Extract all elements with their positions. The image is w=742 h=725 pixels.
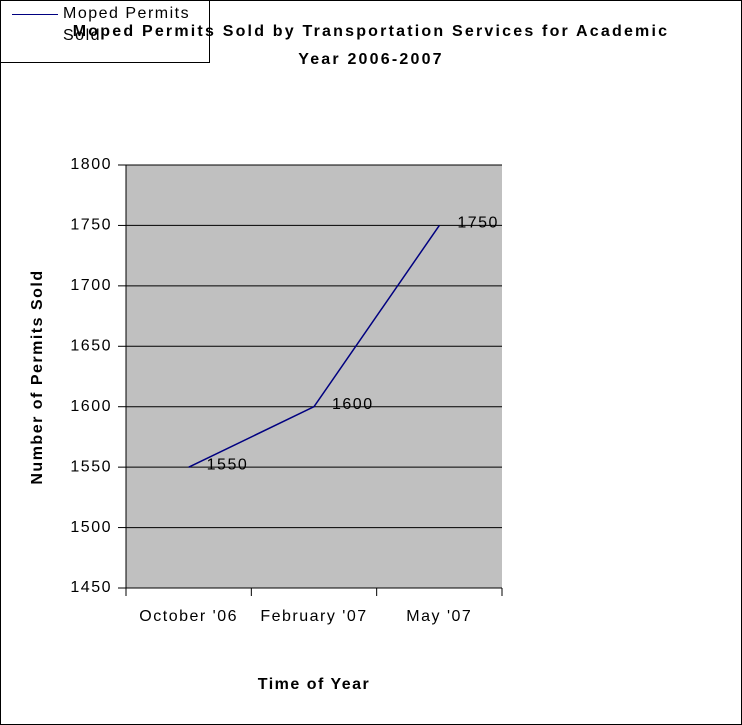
data-label: 1750 [457,215,499,232]
y-tick-label: 1700 [70,277,112,294]
x-tick-label: February '07 [260,608,368,625]
y-tick-label: 1600 [70,398,112,415]
y-tick-label: 1750 [70,217,112,234]
x-tick-label: May '07 [406,608,473,625]
data-label: 1600 [332,396,374,413]
legend-label: Moped Permits Sold [63,5,191,44]
data-line [188,225,440,468]
y-axis-label: Number of Permits Sold [29,269,46,484]
y-tick-label: 1500 [70,519,112,536]
x-axis-label: Time of Year [257,676,371,693]
data-label: 1550 [207,456,249,473]
chart-title: Moped Permits Sold by Transportation Ser… [72,23,670,68]
plot-area [126,165,502,588]
y-tick-label: 1550 [70,458,112,475]
x-tick-label: October '06 [139,608,239,625]
legend-swatch [12,14,58,15]
y-tick-label: 1450 [70,579,112,596]
y-tick-label: 1800 [70,156,112,173]
y-tick-label: 1650 [70,338,112,355]
legend: Moped Permits Sold [0,0,210,63]
